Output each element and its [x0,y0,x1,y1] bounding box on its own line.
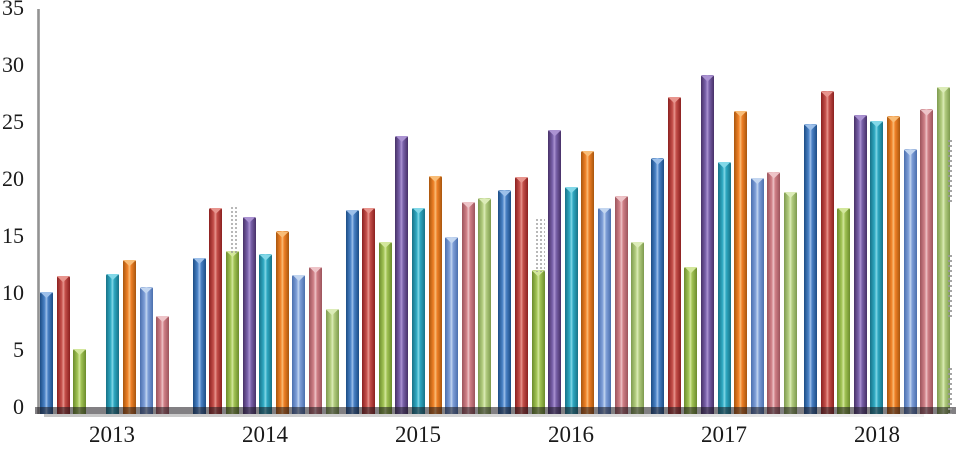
y-axis-line [37,9,40,414]
bar-2016-rose [614,196,628,414]
bar-2016-dark-red [515,176,528,414]
x-axis-shadow [44,414,924,417]
bar-2014-orange [275,231,289,414]
bar-2018-teal [870,120,884,414]
x-category-label-2016: 2016 [548,422,594,447]
bar-2017-light-green [784,191,797,414]
bar-2018-rose [920,109,934,414]
bar-2016-blue [498,190,512,414]
y-tick-label-0: 0 [13,394,24,419]
y-tick-label-10: 10 [2,280,24,305]
bar-2016-purple [548,129,562,414]
bar-2013-blue [40,291,53,414]
bar-2014-light-blue [292,274,306,414]
bar-2016-light-green [631,241,645,414]
edge-artifact [948,140,952,202]
bar-2017-purple [701,75,714,414]
x-category-label-2014: 2014 [242,422,288,447]
bar-2015-dark-red [362,207,376,414]
bar-2013-yellow-green [73,348,87,414]
scan-artifact [230,206,239,254]
bar-2018-yellow-green [837,207,851,414]
y-tick-label-25: 25 [2,109,24,134]
bar-2013-orange [123,259,136,414]
bar-2018-orange [887,116,900,414]
bar-2016-yellow-green [531,270,545,414]
bar-2014-rose [309,266,322,414]
bar-2018-dark-red [820,91,834,414]
bar-2014-light-green [325,308,339,414]
y-tick-label-5: 5 [13,337,24,362]
x-category-label-2018: 2018 [854,422,900,447]
x-category-label-2013: 2013 [89,422,135,447]
bar-2017-teal [717,161,731,414]
bar-2014-blue [192,257,206,414]
bar-2016-teal [564,186,578,414]
x-category-label-2017: 2017 [701,422,747,447]
bar-2018-blue [804,124,817,414]
bar-2018-purple [853,115,867,414]
bar-2015-orange [428,175,442,414]
bar-2017-orange [734,110,748,414]
bar-2017-light-blue [750,177,764,414]
bar-2017-rose [767,172,781,414]
bar-2017-blue [651,158,665,414]
bar-2013-light-blue [139,287,153,414]
bar-2014-yellow-green [226,250,239,414]
y-tick-label-35: 35 [2,0,24,20]
bar-2015-yellow-green [378,241,392,414]
bar-2015-purple [395,135,409,414]
y-tick-label-20: 20 [2,166,24,191]
bar-2017-yellow-green [684,266,698,414]
bar-2014-teal [259,254,273,414]
bar-2015-light-blue [445,237,459,414]
bar-2018-light-blue [903,149,917,414]
bar-2016-light-blue [598,207,611,414]
bar-2014-dark-red [209,207,223,414]
x-axis-line [35,407,956,414]
bar-2015-teal [412,207,425,414]
edge-artifact [948,368,952,414]
bar-2013-rose [156,315,170,414]
bar-2015-light-green [478,198,492,414]
scan-artifact [535,218,545,272]
plot-area [40,8,956,414]
bar-2014-purple [242,216,256,414]
x-category-label-2015: 2015 [395,422,441,447]
bar-2017-dark-red [667,96,681,414]
bar-2013-dark-red [56,275,70,414]
bar-2018-light-green [936,86,950,414]
bar-2016-orange [581,150,595,414]
edge-artifact [948,255,952,317]
bar-2013-teal [106,273,120,414]
bar-2015-blue [345,209,359,414]
bar-2015-rose [461,201,475,414]
y-tick-label-15: 15 [2,223,24,248]
y-tick-label-30: 30 [2,52,24,77]
